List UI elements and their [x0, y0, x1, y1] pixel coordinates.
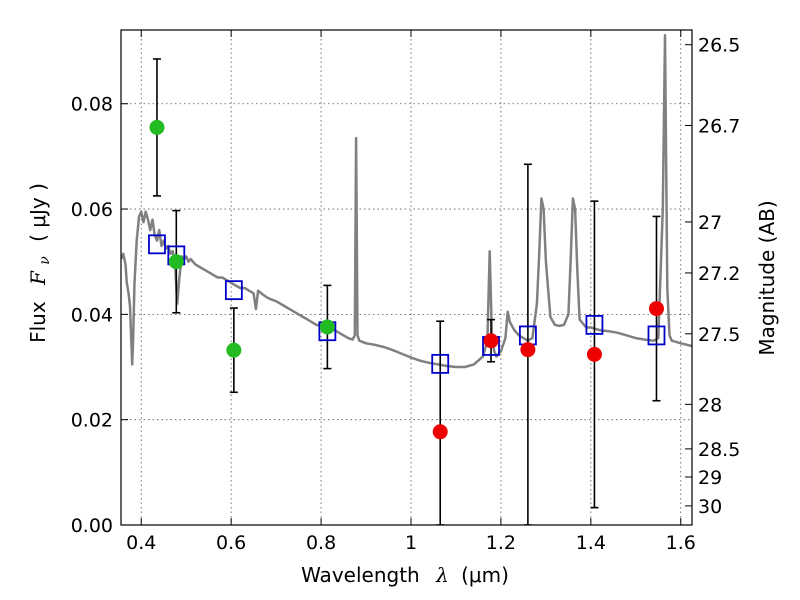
model-point-square [585, 314, 604, 335]
y-axis-title: Flux F ν ( μJy ) [26, 183, 54, 343]
y-tick-label: 0.04 [71, 304, 113, 326]
x-tick-label: 0.8 [306, 532, 336, 554]
y2-tick-label: 26.5 [698, 35, 740, 57]
y-axis-symbol: F [26, 270, 50, 286]
x-tick-label: 1.4 [576, 532, 606, 554]
y-tick-label: 0.02 [71, 410, 113, 432]
grid [121, 30, 692, 526]
y-axis-subscript: ν [37, 256, 53, 265]
model-point-square [431, 353, 450, 374]
y2-tick-label: 27.5 [698, 324, 740, 346]
nir-data-point [432, 424, 448, 440]
nir-data-point [586, 346, 602, 362]
x-tick-label: 1 [405, 532, 417, 554]
ticks: 0.4 0.6 0.8 1 1.2 1.4 1.6 0.00 0.02 0.04 0.06 0.08 2… [71, 30, 740, 554]
y-tick-label: 0.08 [71, 94, 113, 116]
plot-frame [120, 29, 693, 526]
y2-tick-label: 30 [698, 496, 722, 518]
x-tick-label: 1.6 [666, 532, 696, 554]
y-tick-label: 0.06 [71, 199, 113, 221]
x-axis-label: Wavelength [301, 563, 420, 587]
optical-data-point [149, 119, 165, 135]
optical-data-point [168, 254, 184, 270]
plot-area [121, 34, 692, 525]
nir-data-point [483, 333, 499, 349]
sed-template-line [121, 34, 692, 369]
optical-data-point [319, 319, 335, 335]
model-point-square [148, 234, 166, 255]
y2-tick-label: 27 [698, 212, 722, 234]
y-axis-label: Flux [26, 301, 50, 343]
x-tick-label: 0.6 [216, 532, 246, 554]
x-tick-label: 0.4 [126, 532, 156, 554]
y-axis-unit: ( μJy ) [26, 183, 50, 242]
model-point-square [647, 325, 666, 346]
y2-axis-title: Magnitude (AB) [755, 200, 779, 355]
x-axis-unit: (μm) [461, 563, 509, 587]
y2-tick-label: 28.5 [698, 439, 740, 461]
x-axis-symbol: λ [435, 563, 449, 587]
plot-clip-group [121, 34, 692, 525]
y2-tick-label: 27.2 [698, 263, 740, 285]
y2-tick-label: 26.7 [698, 116, 740, 138]
y2-tick-label: 29 [698, 467, 722, 489]
nir-data-point [520, 342, 536, 358]
x-axis-title: Wavelength λ (μm) [301, 563, 509, 587]
y-tick-label: 0.00 [71, 515, 113, 537]
optical-data-point [226, 342, 242, 358]
x-tick-label: 1.2 [486, 532, 516, 554]
nir-data-point [648, 301, 664, 317]
model-point-square [224, 280, 243, 301]
y2-tick-label: 28 [698, 394, 722, 416]
